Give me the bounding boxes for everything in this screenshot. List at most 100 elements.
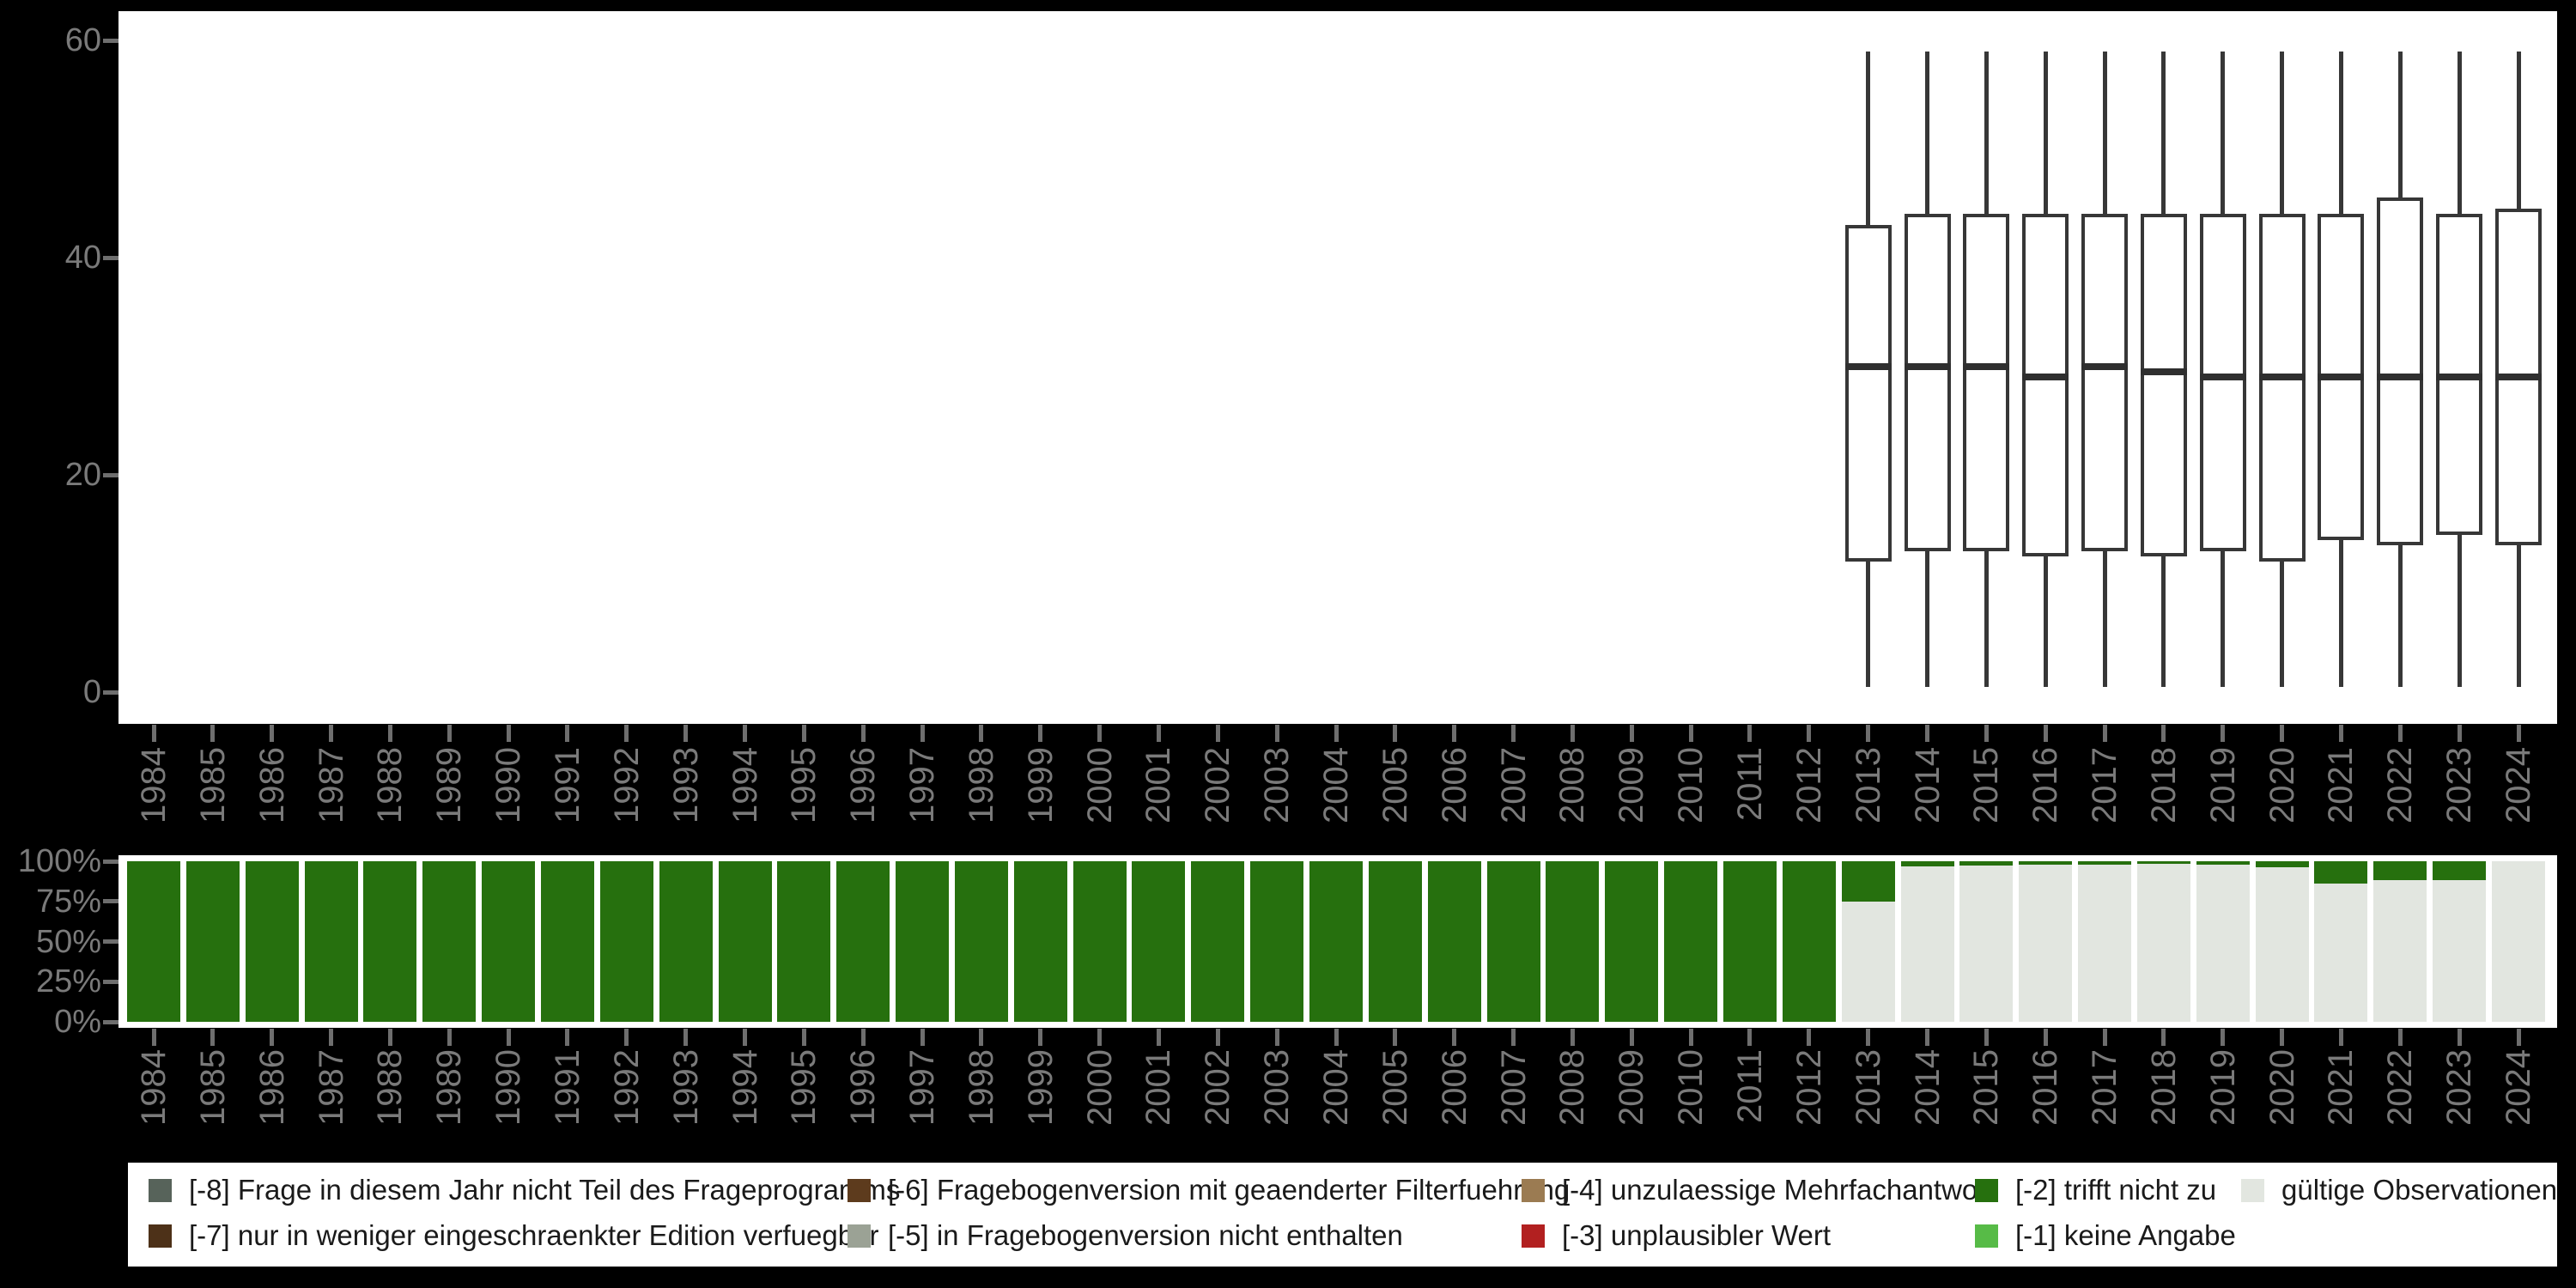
x-axis-year-label: 2001 [1139, 1049, 1178, 1126]
x-axis-tick [743, 725, 747, 742]
x-axis-tick [210, 1029, 216, 1046]
x-axis-year-label: 2009 [1613, 1049, 1651, 1126]
x-axis-tick [624, 725, 629, 742]
x-axis-tick [683, 1029, 689, 1046]
x-axis-year-label: 1999 [1021, 747, 1060, 823]
boxplot-median [2199, 374, 2246, 381]
percent-axis-tick-label: 50% [35, 923, 101, 960]
legend-swatch--6 [848, 1179, 871, 1202]
bar-segment-trifft-nicht-zu [1605, 861, 1659, 1022]
bar-segment-trifft-nicht-zu [2314, 861, 2368, 884]
x-axis-year-label: 1989 [430, 1049, 469, 1126]
x-axis-year-label: 2008 [1553, 747, 1592, 823]
bar-segment-trifft-nicht-zu [1722, 861, 1777, 1022]
x-axis-year-label: 1985 [193, 1049, 232, 1126]
x-axis-year-label: 2002 [1199, 747, 1237, 823]
bar-segment-trifft-nicht-zu [1664, 861, 1718, 1022]
bar-segment-trifft-nicht-zu [896, 861, 950, 1022]
bar-segment-trifft-nicht-zu [1250, 861, 1304, 1022]
x-axis-year-label: 1989 [430, 747, 469, 823]
x-axis-tick [1215, 1029, 1220, 1046]
x-axis-year-label: 2021 [2322, 1049, 2360, 1126]
x-axis-year-label: 2023 [2440, 747, 2479, 823]
x-axis-year-label: 2024 [2500, 747, 2537, 823]
bar-segment-gueltige-observationen [1900, 866, 1954, 1022]
bar-segment-gueltige-observationen [2078, 864, 2132, 1022]
x-axis-year-label: 1985 [193, 747, 232, 823]
x-axis-year-label: 1991 [548, 1049, 586, 1126]
bar-segment-trifft-nicht-zu [1013, 861, 1067, 1022]
x-axis-tick [2102, 725, 2107, 742]
x-axis-tick [1570, 1029, 1575, 1046]
legend-item-label: [-7] nur in weniger eingeschraenkter Edi… [189, 1219, 879, 1251]
legend-item-label: [-4] unzulaessige Mehrfachantwort [1562, 1174, 1996, 1206]
x-axis-year-label: 2006 [1435, 747, 1473, 823]
x-axis-year-label: 2017 [2086, 1049, 2124, 1126]
boxplot-whisker-lower [2221, 550, 2226, 687]
x-axis-tick [1393, 725, 1398, 742]
x-axis-tick [1038, 1029, 1043, 1046]
x-axis-year-label: 1998 [962, 1049, 1000, 1126]
boxplot-median [2140, 368, 2187, 375]
x-axis-year-label: 2003 [1258, 1049, 1297, 1126]
bar-segment-trifft-nicht-zu [185, 861, 240, 1022]
boxplot-box [2081, 214, 2129, 551]
x-axis-tick [1215, 725, 1220, 742]
x-axis-tick [1925, 725, 1929, 742]
percent-axis-tick [103, 979, 118, 984]
x-axis-tick [1274, 725, 1279, 742]
x-axis-year-label: 1998 [962, 747, 1000, 823]
x-axis-year-label: 2010 [1672, 747, 1710, 823]
x-axis-tick [2397, 725, 2403, 742]
boxplot-whisker-upper [2280, 51, 2285, 215]
bar-segment-gueltige-observationen [2136, 863, 2190, 1022]
bar-segment-trifft-nicht-zu [2019, 861, 2073, 865]
boxplot-whisker-upper [2457, 51, 2462, 215]
boxplot-box [2140, 214, 2187, 556]
legend-swatch--5 [848, 1224, 871, 1248]
x-axis-year-label: 1997 [903, 747, 942, 823]
stacked-bar-panel [118, 855, 2557, 1028]
percent-axis-tick [103, 899, 118, 904]
legend-swatch--1 [1975, 1224, 1998, 1248]
y-axis-tick-label: 40 [64, 240, 101, 276]
x-axis-tick [1688, 1029, 1693, 1046]
x-axis-tick [2102, 1029, 2107, 1046]
x-axis-year-label: 2003 [1258, 747, 1297, 823]
boxplot-whisker-lower [2397, 545, 2403, 687]
x-axis-tick [920, 1029, 925, 1046]
y-axis-tick [103, 690, 118, 695]
x-axis-tick [1156, 725, 1161, 742]
boxplot-whisker-upper [2102, 51, 2107, 215]
x-axis-year-label: 2016 [2026, 747, 2065, 823]
boxplot-whisker-upper [1925, 51, 1929, 215]
bar-segment-trifft-nicht-zu [2433, 861, 2487, 880]
legend-swatch-valid [2241, 1179, 2264, 1202]
boxplot-whisker-lower [2516, 545, 2521, 687]
x-axis-tick [683, 725, 689, 742]
x-axis-year-label: 2007 [1494, 1049, 1533, 1126]
x-axis-year-label: 1992 [607, 1049, 646, 1126]
x-axis-tick [1274, 1029, 1279, 1046]
x-axis-year-label: 2001 [1139, 747, 1178, 823]
x-axis-year-label: 2012 [1789, 1049, 1828, 1126]
x-axis-tick [387, 1029, 392, 1046]
x-axis-year-label: 2015 [1967, 1049, 2006, 1126]
y-axis-tick [103, 255, 118, 260]
boxplot-whisker-upper [2338, 51, 2343, 215]
x-axis-tick [2043, 1029, 2048, 1046]
x-axis-tick [624, 1029, 629, 1046]
x-axis-tick [920, 725, 925, 742]
bar-segment-trifft-nicht-zu [777, 861, 831, 1022]
x-axis-tick [979, 725, 984, 742]
x-axis-tick [801, 1029, 806, 1046]
x-axis-year-label: 2018 [2144, 747, 2183, 823]
bar-segment-trifft-nicht-zu [2196, 861, 2250, 865]
x-axis-tick [565, 1029, 570, 1046]
x-axis-tick [860, 1029, 866, 1046]
x-axis-tick [1807, 1029, 1812, 1046]
bar-segment-trifft-nicht-zu [1959, 861, 2014, 866]
x-axis-tick [1688, 725, 1693, 742]
bar-segment-trifft-nicht-zu [1191, 861, 1245, 1022]
